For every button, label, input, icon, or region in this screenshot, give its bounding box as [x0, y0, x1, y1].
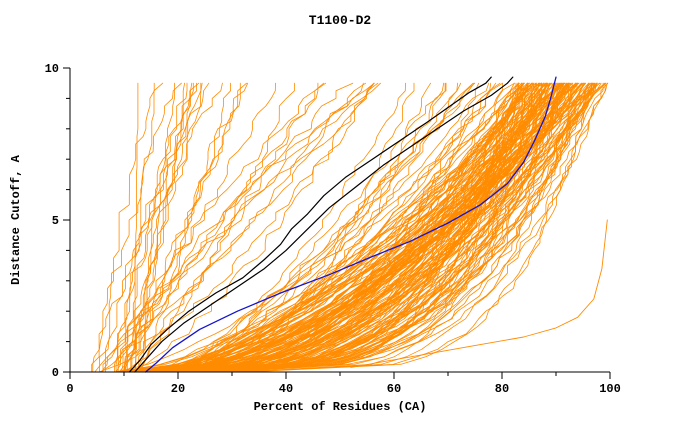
- x-tick-label: 0: [66, 382, 73, 396]
- x-tick-label: 80: [495, 382, 509, 396]
- model-highlight-black-1: [128, 76, 492, 373]
- ensemble-curve: [116, 82, 577, 373]
- ensemble-curve: [175, 82, 432, 373]
- ensemble-curve: [149, 82, 519, 373]
- ensemble-curve: [101, 82, 241, 373]
- ensemble-curve: [115, 82, 524, 373]
- ensemble-curve: [235, 82, 542, 373]
- ensemble-curve: [178, 82, 406, 373]
- ensemble-curve: [99, 82, 194, 373]
- ensemble-curve: [246, 82, 578, 373]
- ensemble-curve: [148, 82, 522, 373]
- ensemble-curve: [122, 82, 186, 373]
- ensemble-curve: [231, 82, 544, 373]
- ensemble-curve: [149, 82, 504, 373]
- ensemble-curve: [220, 82, 598, 373]
- ensemble-curve: [115, 82, 525, 373]
- ensemble-curve: [139, 82, 249, 373]
- ensemble-curve: [173, 82, 576, 373]
- ensemble-curve: [147, 82, 607, 373]
- ensemble-curve: [164, 82, 503, 373]
- ensemble-curve: [137, 82, 319, 373]
- ensemble-curve: [130, 82, 606, 373]
- y-tick-label: 5: [52, 214, 59, 228]
- x-tick-label: 100: [599, 382, 621, 396]
- ensemble-curve: [91, 82, 182, 373]
- ensemble-curve: [143, 82, 446, 373]
- ensemble-curve: [124, 82, 276, 373]
- ensemble-curve: [128, 82, 515, 373]
- x-tick-label: 20: [171, 382, 185, 396]
- model-highlight-black-2: [134, 76, 514, 373]
- ensemble-curve: [140, 82, 565, 373]
- ensemble-curve: [152, 82, 522, 373]
- y-tick-label: 0: [52, 366, 59, 380]
- ensemble-curve: [115, 82, 515, 373]
- ensemble-curve: [121, 82, 202, 373]
- ensemble-curve: [215, 82, 551, 373]
- ensemble-curve: [105, 82, 210, 373]
- ensemble-curve: [174, 82, 563, 373]
- ensemble-curve: [169, 82, 415, 373]
- ensemble-curve: [115, 82, 223, 373]
- ensemble-curve: [194, 82, 497, 373]
- ensemble-curve: [123, 82, 248, 373]
- x-axis-label: Percent of Residues (CA): [253, 400, 427, 414]
- ensemble-curve: [238, 82, 570, 373]
- ensemble-curve: [143, 82, 555, 373]
- ensemble-curve: [140, 82, 480, 373]
- straggler-low-right: [350, 219, 608, 368]
- ensemble-curve: [164, 82, 501, 373]
- x-tick-label: 40: [279, 382, 293, 396]
- ensemble-curve: [232, 82, 592, 373]
- ensemble-curve: [115, 82, 327, 373]
- ensemble-curve: [178, 82, 490, 373]
- ensemble-curve: [134, 82, 586, 373]
- ensemble-curve: [168, 82, 562, 373]
- ensemble-curve: [122, 82, 375, 373]
- ensemble-curve: [187, 82, 543, 373]
- ensemble-curve: [183, 82, 602, 373]
- ensemble-curve: [158, 82, 533, 373]
- ensemble-curve: [190, 82, 540, 373]
- ensemble-curve: [115, 82, 568, 373]
- ensemble-curve: [138, 82, 232, 373]
- ensemble-curve: [228, 82, 520, 373]
- x-tick-label: 60: [387, 382, 401, 396]
- model-highlight-blue: [144, 76, 557, 373]
- y-tick-label: 10: [45, 62, 59, 76]
- chart-title: T1100-D2: [308, 13, 372, 28]
- ensemble-curve: [193, 82, 475, 373]
- ensemble-curve: [124, 82, 295, 373]
- ensemble-curve: [142, 82, 596, 373]
- ensemble-curve: [124, 82, 325, 373]
- ensemble-curve: [125, 82, 524, 373]
- ensemble-curve: [139, 82, 447, 373]
- ensemble-curve: [148, 82, 476, 373]
- ensemble-curve: [92, 82, 155, 373]
- ensemble-curve: [186, 82, 577, 373]
- ensemble-curve: [129, 82, 375, 373]
- ensemble-curve: [193, 82, 445, 373]
- ensemble-curve: [150, 82, 563, 373]
- ensemble-curve: [114, 82, 188, 373]
- ensemble-curve: [192, 82, 593, 373]
- ensemble-curve: [118, 82, 364, 373]
- ensemble-curve: [165, 82, 608, 373]
